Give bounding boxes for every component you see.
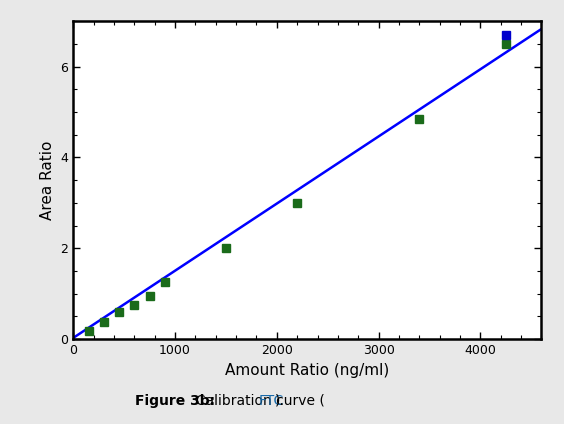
Text: Figure 3b:: Figure 3b: — [135, 393, 215, 408]
Y-axis label: Area Ratio: Area Ratio — [40, 140, 55, 220]
X-axis label: Amount Ratio (ng/ml): Amount Ratio (ng/ml) — [225, 363, 390, 378]
Text: Calibration curve (: Calibration curve ( — [187, 393, 325, 408]
Text: FTC: FTC — [258, 393, 284, 408]
Text: ).: ). — [275, 393, 285, 408]
